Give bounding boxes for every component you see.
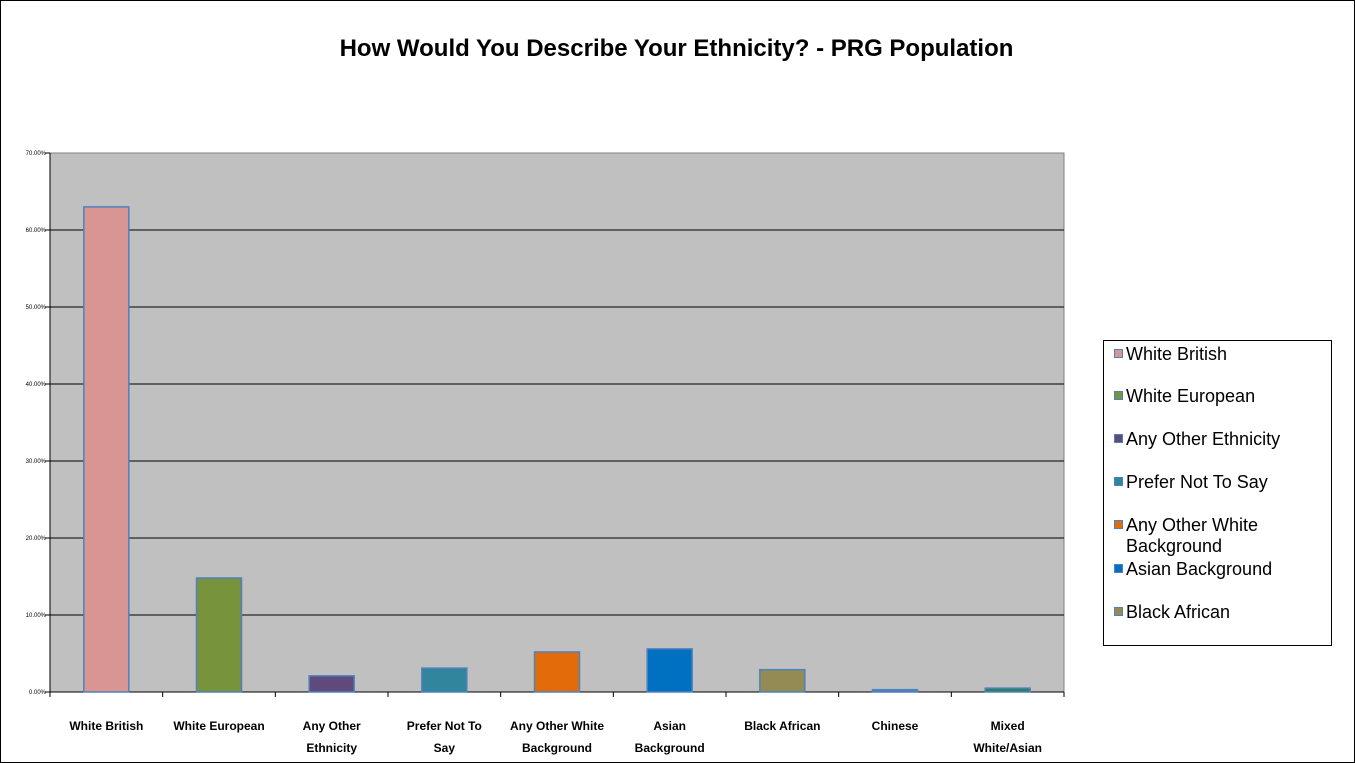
y-tick-label: 10.00% (26, 613, 47, 619)
x-tick-label: Any Other (303, 719, 361, 733)
legend-item: Prefer Not To Say (1114, 472, 1326, 493)
legend-label: Asian Background (1126, 559, 1273, 579)
x-tick-label: Say (434, 741, 456, 755)
bar-any-other-ethnicity (308, 675, 355, 693)
x-tick-label: White British (69, 719, 143, 733)
y-tick-label: 50.00% (26, 305, 47, 311)
legend-label: White European (1126, 386, 1256, 406)
bar-white-european (195, 577, 243, 693)
legend-label: Any Other White Background (1126, 515, 1259, 556)
legend-item: Black African (1114, 602, 1326, 623)
bar-asian-background (646, 648, 693, 693)
bar-prefer-not-to-say (421, 667, 468, 693)
bar-white-british (83, 206, 130, 693)
y-tick-label: 20.00% (26, 536, 47, 542)
legend-label: Any Other Ethnicity (1126, 429, 1281, 449)
y-tick-label: 30.00% (26, 459, 47, 465)
y-tick-label: 0.00% (29, 690, 47, 696)
x-tick-label: Chinese (872, 719, 919, 733)
legend-swatch (1114, 349, 1123, 358)
x-tick-label: Ethnicity (306, 741, 357, 755)
legend-swatch (1114, 391, 1123, 400)
legend-label: White British (1126, 344, 1228, 364)
x-tick-label: Mixed (991, 719, 1025, 733)
y-tick-label: 70.00% (26, 151, 47, 157)
x-tick-label: Prefer Not To (407, 719, 482, 733)
bar-mixed-white-asian (984, 687, 1031, 693)
chart-legend: White British White European Any Other Eth… (1103, 340, 1332, 646)
legend-swatch (1114, 564, 1123, 573)
x-tick-label: Background (522, 741, 592, 755)
x-tick-label: Asian (653, 719, 686, 733)
bar-any-other-white-background (533, 651, 581, 693)
y-tick-label: 40.00% (26, 382, 47, 388)
legend-item: Any Other Ethnicity (1114, 429, 1326, 450)
legend-label: Prefer Not To Say (1126, 472, 1268, 492)
legend-item: Asian Background (1114, 559, 1326, 580)
legend-label: Black African (1126, 602, 1231, 622)
x-tick-label: Any Other White (510, 719, 604, 733)
chart-title: How Would You Describe Your Ethnicity? -… (339, 35, 1014, 62)
bar-black-african (759, 668, 806, 693)
legend-item: Any Other White Background (1114, 515, 1326, 557)
legend-swatch (1114, 607, 1123, 616)
legend-item: White European (1114, 386, 1326, 407)
x-tick-label: Background (635, 741, 705, 755)
legend-swatch (1114, 520, 1123, 529)
legend-swatch (1114, 434, 1123, 443)
legend-item: White British (1114, 344, 1326, 365)
x-tick-label: Black African (744, 719, 820, 733)
x-tick-label: White/Asian (973, 741, 1042, 755)
legend-swatch (1114, 477, 1123, 486)
y-tick-label: 60.00% (26, 228, 47, 234)
x-tick-label: White European (173, 719, 264, 733)
bar-chinese (871, 688, 919, 693)
